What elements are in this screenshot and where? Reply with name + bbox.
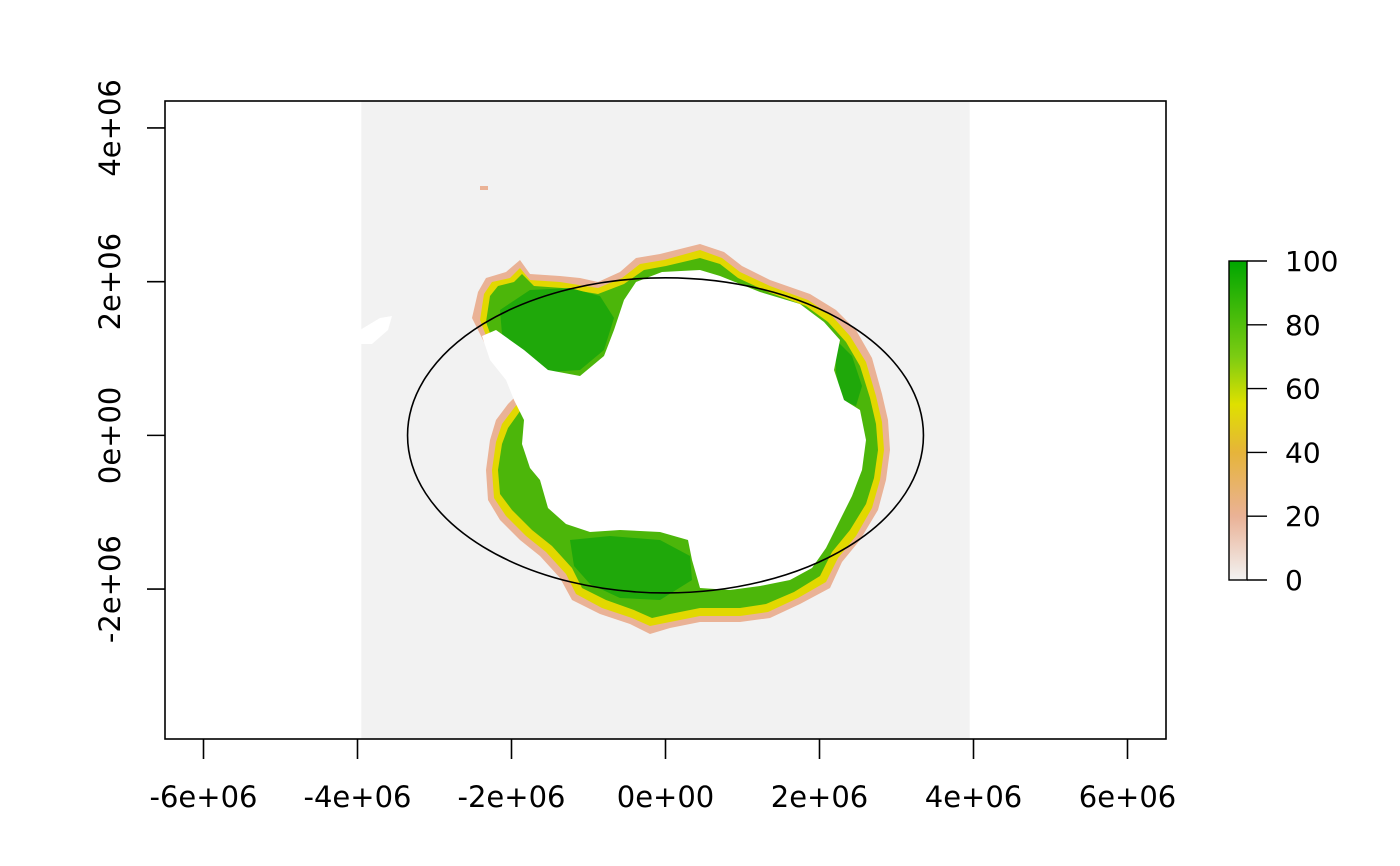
y-axis: -2e+06 0e+00 2e+06 4e+06: [93, 79, 165, 643]
x-tick-label: 0e+00: [617, 780, 715, 814]
y-tick-label: -2e+06: [93, 535, 127, 643]
x-tick-label: 6e+06: [1079, 780, 1177, 814]
legend-tick-label: 0: [1285, 564, 1303, 597]
colorbar: [1228, 260, 1248, 581]
x-axis: -6e+06 -4e+06 -2e+06 0e+00 2e+06 4e+06 6e+06: [150, 739, 1177, 814]
x-tick-label: -6e+06: [150, 780, 258, 814]
y-tick-label: 0e+00: [93, 387, 127, 485]
y-tick-label: 2e+06: [93, 233, 127, 331]
x-tick-label: 2e+06: [771, 780, 869, 814]
y-tick-label: 4e+06: [93, 79, 127, 177]
island-speck-north: [480, 186, 488, 190]
reference-ellipse: [406, 276, 925, 594]
colorbar-legend: 0 20 40 60 80 100: [1228, 245, 1338, 597]
x-tick-label: -2e+06: [458, 780, 566, 814]
sea-ice-high-east: [836, 340, 862, 406]
sea-ice-high-weddell: [500, 288, 614, 372]
legend-tick-label: 60: [1285, 373, 1321, 406]
legend-tick-label: 80: [1285, 309, 1321, 342]
island-speck-west: [360, 316, 392, 344]
x-tick-label: 4e+06: [925, 780, 1023, 814]
legend-tick-label: 100: [1285, 245, 1338, 278]
sea-ice-high-ross: [570, 536, 692, 600]
antarctic-continent: [482, 270, 866, 590]
legend-tick-label: 40: [1285, 436, 1321, 469]
x-tick-label: -4e+06: [304, 780, 412, 814]
legend-tick-label: 20: [1285, 500, 1321, 533]
